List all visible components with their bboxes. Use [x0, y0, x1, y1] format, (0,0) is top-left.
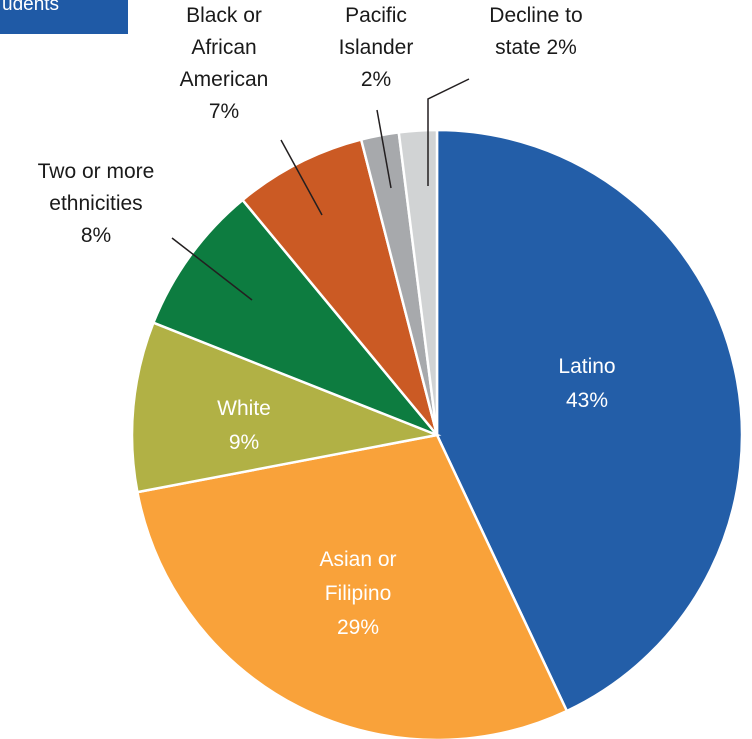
leader-line-decline-to-state [427, 78, 470, 186]
pie-slice-decline-to-state [397, 128, 439, 436]
slice-label-two-or-more-ethnicities: Two or more ethnicities 8% [38, 160, 155, 247]
leader-line-two-or-more-ethnicities [171, 237, 253, 301]
slice-label-decline-to-state: Decline to state 2% [489, 4, 582, 59]
pie-slice-black-or-african-american [240, 138, 439, 436]
chart-title-tab: udents [0, 0, 128, 34]
pie-slice-white [130, 321, 442, 494]
pie-slice-two-or-more-ethnicities [151, 198, 438, 437]
slice-label-asian-or-filipino: Asian or Filipino 29% [319, 548, 396, 639]
slice-label-black-or-african-american: Black or African American 7% [180, 4, 269, 123]
pie-slice-asian-or-filipino [135, 433, 569, 739]
pie-slice-latino [435, 128, 744, 713]
slice-label-latino: Latino 43% [558, 355, 615, 412]
slice-label-white: White 9% [217, 397, 271, 454]
chart-title-text: udents [2, 0, 60, 15]
slice-label-pacific-islander: Pacific Islander 2% [339, 4, 414, 91]
leader-line-pacific-islander [376, 109, 392, 189]
leader-line-black-or-african-american [280, 139, 323, 216]
